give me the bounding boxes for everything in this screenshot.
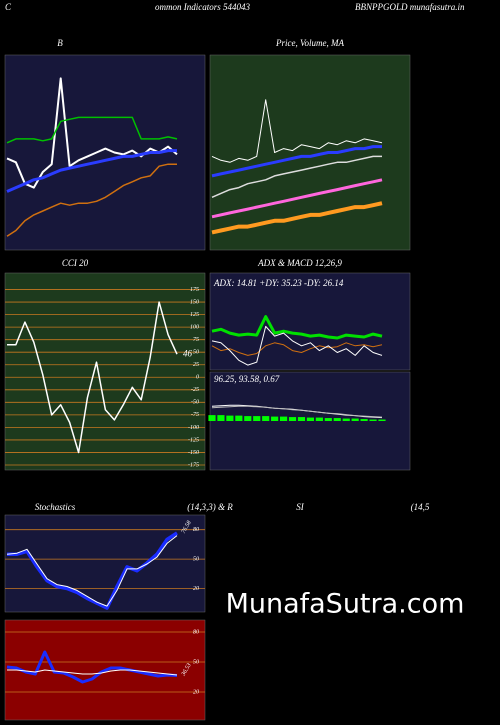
panel-title: Price, Volume, MA <box>275 38 344 48</box>
end-value-label: 46 <box>183 348 193 358</box>
series-line <box>6 116 178 144</box>
series-line <box>7 531 178 610</box>
y-tick-label: 80 <box>193 527 199 533</box>
panel-bg <box>209 54 411 251</box>
panel-subtitle: (14,5 <box>411 502 430 512</box>
y-tick-label: 20 <box>193 586 199 592</box>
series-line <box>6 149 177 193</box>
series-line <box>6 535 178 607</box>
histogram-bar <box>351 418 359 421</box>
panel-title: SI <box>296 502 305 512</box>
histogram-bar <box>342 418 350 421</box>
y-tick-label: -125 <box>188 437 199 443</box>
y-tick-label: 150 <box>190 299 199 305</box>
panel-title: B <box>57 38 63 48</box>
histogram-bar <box>333 418 341 421</box>
histogram-bar <box>369 419 377 421</box>
series-line <box>211 99 383 163</box>
series-line <box>211 342 383 356</box>
y-tick-label: 50 <box>193 659 199 665</box>
y-tick-label: 75 <box>193 337 199 343</box>
y-tick-label: 0 <box>196 375 199 381</box>
histogram-bar <box>360 419 368 421</box>
histogram-bar <box>244 416 252 421</box>
header-right: BBNPPGOLD munafasutra.in <box>355 2 465 12</box>
histogram-bar <box>262 416 270 421</box>
histogram-bar <box>217 415 225 421</box>
y-tick-label: -150 <box>188 450 199 456</box>
watermark: MunafaSutra.com <box>226 589 465 620</box>
histogram-bar <box>253 416 261 421</box>
y-tick-label: 175 <box>190 287 199 293</box>
y-tick-label: -50 <box>191 400 199 406</box>
series-line <box>211 155 382 198</box>
series-line <box>6 77 178 189</box>
histogram-bar <box>280 416 288 421</box>
histogram-bar <box>378 419 386 421</box>
panel-bg <box>4 54 206 251</box>
histogram-bar <box>315 417 323 421</box>
y-tick-label: 100 <box>190 325 199 331</box>
histogram-bar <box>306 417 314 421</box>
histogram-bar <box>226 415 234 421</box>
panel-title: CCI 20 <box>62 258 89 268</box>
series-line <box>211 201 383 235</box>
header-left: C <box>5 2 12 12</box>
y-tick-label: 20 <box>193 689 199 695</box>
y-tick-label: 25 <box>193 362 199 368</box>
histogram-bar <box>297 417 306 421</box>
y-tick-label: 125 <box>190 312 199 318</box>
histogram-bar <box>271 416 279 421</box>
end-value-label: 76.58 <box>181 520 193 535</box>
series-line <box>7 669 178 676</box>
y-tick-label: 80 <box>193 629 199 635</box>
series-line <box>6 163 177 237</box>
histogram-bar <box>208 415 216 421</box>
annotation: ADX: 14.81 +DY: 35.23 -DY: 26.14 <box>213 278 344 288</box>
header-center: ommon Indicators 544043 <box>155 2 250 12</box>
series-line <box>6 650 178 684</box>
series-line <box>211 315 383 340</box>
y-tick-label: 50 <box>193 350 199 356</box>
histogram-bar <box>235 415 243 421</box>
panel-title: ADX & MACD 12,26,9 <box>257 258 342 268</box>
panel-subtitle: (14,3,3) & R <box>187 502 233 512</box>
y-tick-label: -75 <box>191 412 199 418</box>
y-tick-label: -25 <box>191 387 199 393</box>
y-tick-label: 50 <box>193 556 199 562</box>
series-line <box>211 145 382 178</box>
annotation: 96.25, 93.58, 0.67 <box>214 374 280 384</box>
panel-bg <box>4 272 206 471</box>
histogram-bar <box>288 417 297 421</box>
series-line <box>211 325 383 366</box>
y-tick-label: -100 <box>188 425 199 431</box>
series-line <box>211 405 383 418</box>
panel-bg <box>4 514 206 613</box>
y-tick-label: -175 <box>188 462 199 468</box>
series-line <box>7 301 178 454</box>
panel-title: Stochastics <box>35 502 76 512</box>
series-line <box>211 178 383 219</box>
histogram-bar <box>324 418 332 421</box>
